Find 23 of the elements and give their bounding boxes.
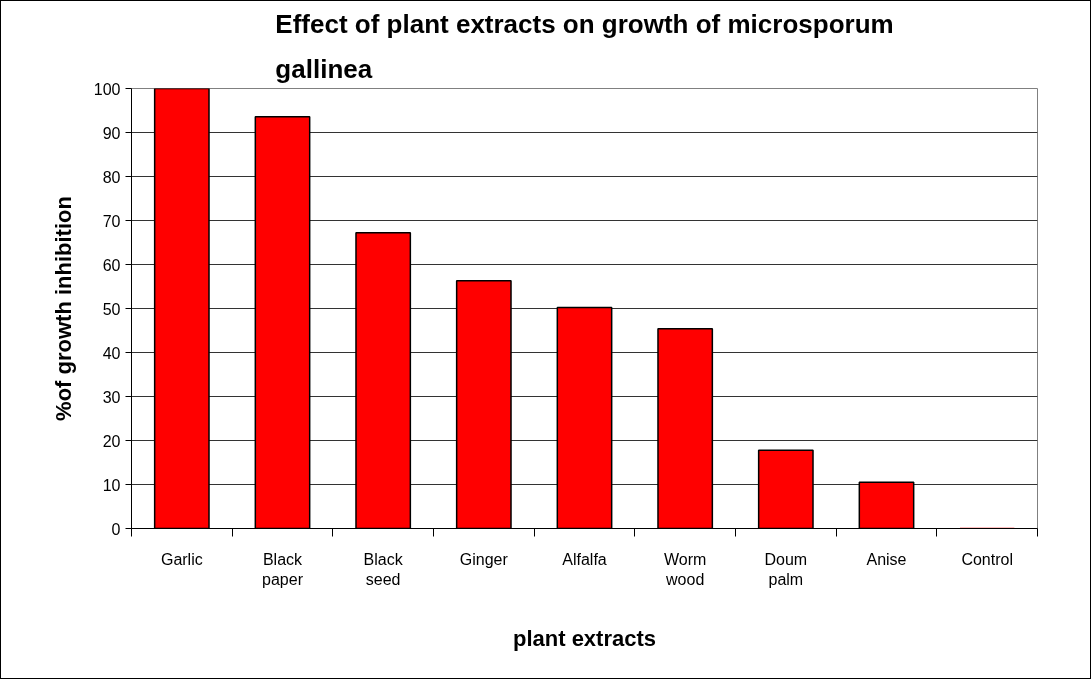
x-tick-label: Anise xyxy=(866,550,907,568)
y-tick-label: 20 xyxy=(102,432,121,450)
y-axis-title: %of growth inhibition xyxy=(50,196,76,421)
y-tick-label: 10 xyxy=(102,476,121,494)
x-tick-label: Black seed xyxy=(363,550,404,588)
y-tick-label: 30 xyxy=(102,388,121,406)
y-tick-label: 100 xyxy=(93,80,121,98)
y-tick-label: 0 xyxy=(111,520,121,538)
x-tick-label: Doum palm xyxy=(764,550,808,588)
y-tick-label: 80 xyxy=(102,168,121,186)
x-tick-label: Ginger xyxy=(459,550,509,568)
y-tick-label: 70 xyxy=(102,212,121,230)
y-tick-label: 60 xyxy=(102,256,121,274)
x-tick-label: Alfalfa xyxy=(562,550,607,568)
y-tick-label: 90 xyxy=(102,124,121,142)
y-tick-label: 50 xyxy=(102,300,121,318)
x-tick-label: Worm wood xyxy=(663,550,707,588)
x-axis-title: plant extracts xyxy=(512,625,657,651)
x-tick-label: Garlic xyxy=(160,550,203,568)
y-tick-label: 40 xyxy=(102,344,121,362)
x-tick-label: Control xyxy=(961,550,1013,568)
chart-title: Effect of plant extracts on growth of microsporum gallinea xyxy=(275,8,894,84)
x-tick-label: Black paper xyxy=(262,550,304,588)
